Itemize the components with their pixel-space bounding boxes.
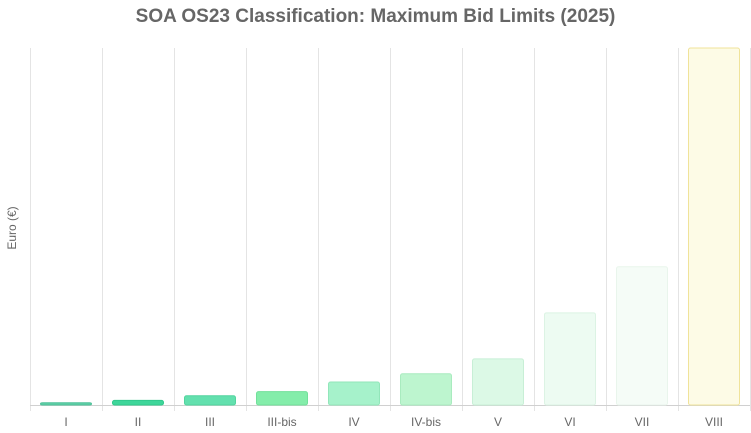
bar-vii [616, 266, 668, 406]
bar-i [40, 402, 92, 406]
x-tick-label: VIII [705, 415, 723, 429]
x-tick-label: I [64, 415, 67, 429]
x-tick-label: II [135, 415, 142, 429]
x-tick-label: V [494, 415, 502, 429]
x-tick-label: IV-bis [411, 415, 441, 429]
x-tick-label: VII [635, 415, 650, 429]
bar-iv-bis [400, 373, 452, 406]
chart-title: SOA OS23 Classification: Maximum Bid Lim… [135, 6, 616, 27]
bar-ii [112, 399, 164, 406]
bar-iii [184, 395, 236, 406]
x-tick-label: III-bis [267, 415, 296, 429]
x-tick-label: III [205, 415, 215, 429]
bar-viii [688, 47, 740, 406]
bar-iv [328, 381, 380, 406]
bar-iii-bis [256, 391, 308, 406]
bar-vi [544, 312, 596, 406]
x-tick-label: IV [348, 415, 359, 429]
bar-v [472, 358, 524, 406]
x-tick-label: VI [564, 415, 575, 429]
